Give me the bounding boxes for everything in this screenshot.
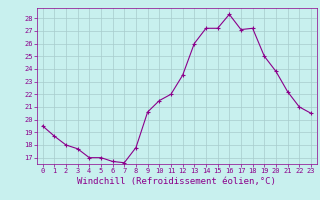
X-axis label: Windchill (Refroidissement éolien,°C): Windchill (Refroidissement éolien,°C) [77, 177, 276, 186]
